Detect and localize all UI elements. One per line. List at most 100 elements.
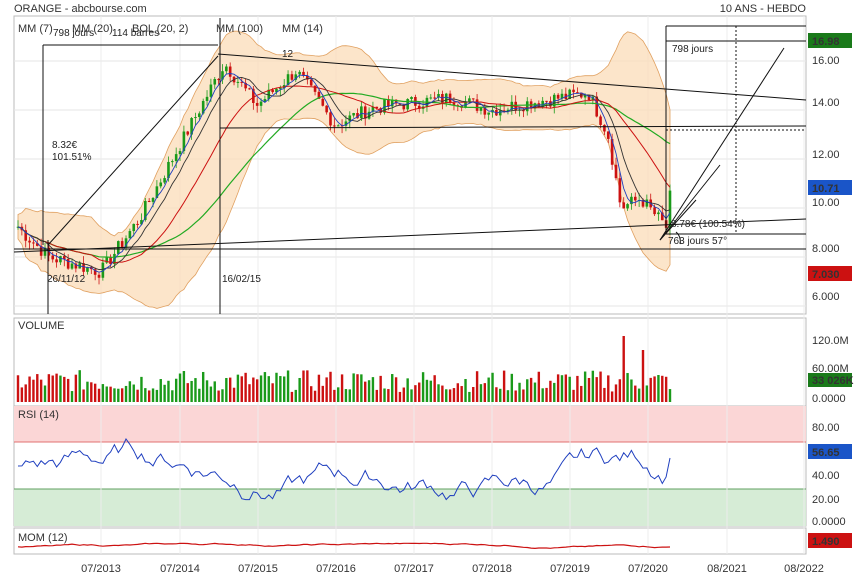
rising-trendline [47,55,219,246]
volume-bar [398,391,402,402]
candle-body [344,121,348,126]
legend-mm14: MM (14) [282,23,323,35]
volume-bar [618,379,622,402]
candle-body [236,81,240,83]
candle-body [317,91,321,99]
volume-bar [437,384,440,402]
volume-bar [302,370,305,402]
candle-body [198,113,201,118]
volume-bar [371,377,375,402]
volume-bar [545,387,548,402]
volume-bar [182,371,186,402]
candle-body [410,97,413,100]
candle-body [259,101,263,106]
rsi-oversold-zone [14,489,806,526]
volume-bar [105,386,108,402]
candle-body [59,256,62,263]
volume-bar [205,380,209,402]
volume-bar [16,375,20,402]
volume-bar [607,375,610,402]
candle-body [109,256,112,265]
momentum-line [17,542,671,550]
rsi-tick: 20.00 [812,494,840,506]
candle-body [298,71,301,75]
candle-body [541,100,544,107]
volume-bar [518,382,521,402]
candle-body [171,161,174,163]
volume-bar [510,373,514,402]
candle-body [483,106,487,115]
candle-body [371,106,375,112]
candle-body [43,247,47,256]
fan-line-mid [659,164,721,241]
candle-body [120,241,124,248]
volume-title: VOLUME [18,320,64,332]
candle-body [240,81,244,83]
candle-body [471,98,475,100]
candle-body [329,112,332,126]
volume-bar [472,386,475,402]
candle-body [28,240,31,243]
annotation-gain-pct: 101.51% [52,152,92,163]
volume-bar [132,384,135,402]
candle-body [360,106,363,119]
candle-body [286,74,290,86]
x-tick: 08/2022 [784,563,824,575]
badge-last-price-bg [808,180,852,195]
rsi-badge: 56.65 [812,447,840,459]
volume-bar [144,388,147,402]
volume-bar [167,380,170,402]
candle-body [444,93,448,103]
candle-body [244,82,247,89]
candle-body [475,99,479,111]
volume-bar [113,388,116,402]
candle-body [645,199,649,207]
volume-bar [217,390,220,402]
volume-bar [290,391,294,402]
volume-bar [51,375,54,402]
volume-bar [572,389,575,402]
candle-body [163,178,166,183]
candle-body [24,230,28,241]
rsi-title: RSI (14) [18,409,59,421]
candle-body [151,197,155,202]
candle-body [182,131,186,152]
candle-body [252,88,255,103]
volume-bar [344,389,348,402]
candle-body [614,164,618,179]
volume-bar [228,377,232,402]
candle-body [660,212,664,221]
volume-bar [367,380,371,402]
candle-body [633,196,637,201]
volume-bar [329,371,332,402]
mom-badge: 1.490 [812,536,840,548]
candle-body [290,74,294,80]
drawing-tools [13,18,807,314]
x-tick: 07/2020 [628,563,668,575]
candle-body [487,112,490,115]
volume-bar [97,388,101,402]
volume-bar [460,386,463,402]
candle-body [51,255,55,260]
volume-bar [159,379,162,402]
candle-body [641,200,645,207]
volume-bar [468,391,471,402]
volume-bar [90,382,93,402]
volume-tick: 60.00M [812,363,849,375]
rsi-line [17,438,671,501]
volume-bar [286,370,290,402]
volume-bar [43,385,47,402]
candle-body [367,111,371,119]
candle-body [452,102,456,106]
candle-body [653,207,656,215]
x-tick: 07/2015 [238,563,278,575]
x-tick: 07/2016 [316,563,356,575]
horizontal-line-upper [219,125,807,129]
x-tick: 07/2017 [394,563,434,575]
volume-bar [63,376,66,402]
volume-bar [252,377,255,402]
volume-bar [526,379,529,402]
volume-bar [310,386,313,402]
candle-body [417,105,421,109]
price-tick: 8.000 [812,243,840,255]
